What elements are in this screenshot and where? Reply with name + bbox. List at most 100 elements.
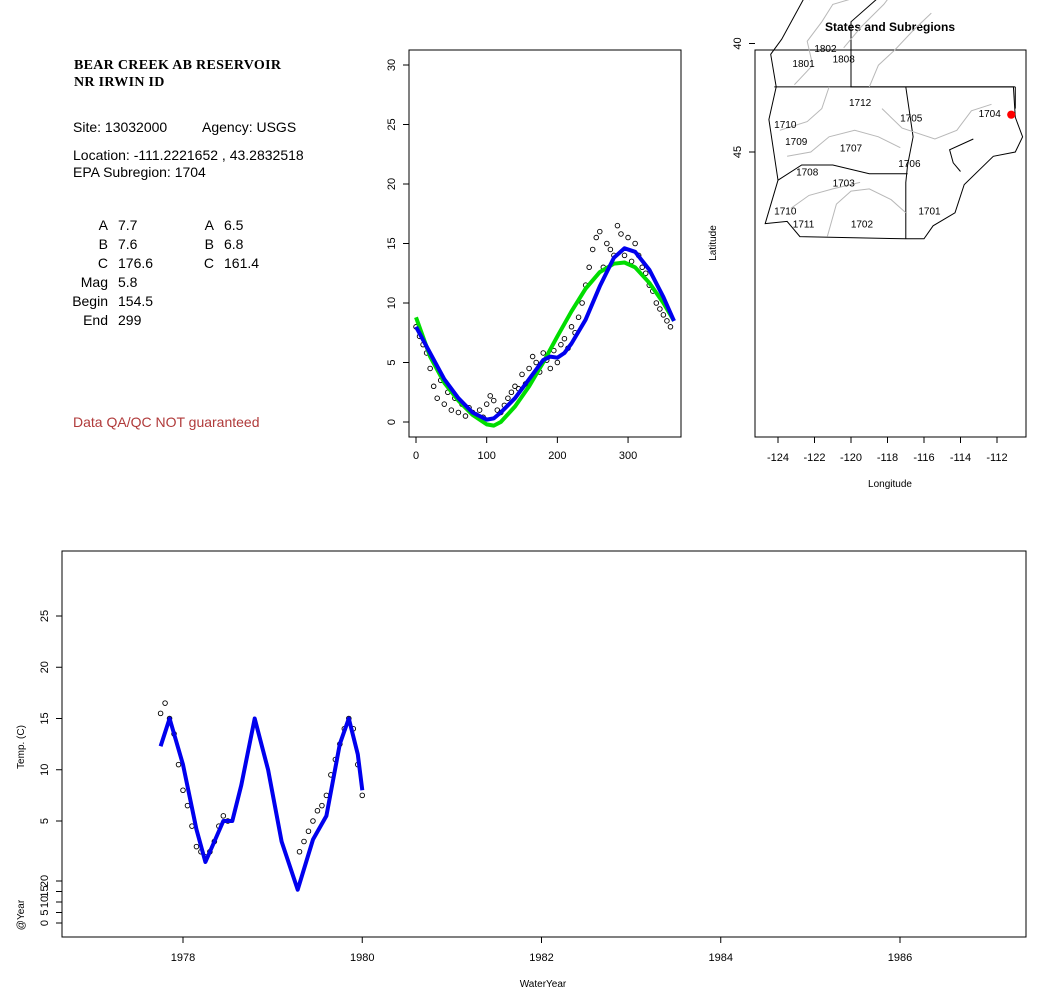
y-tick-label: 25 [386,118,398,130]
param-value: 6.8 [224,236,244,252]
param-value: 161.4 [224,255,260,271]
epa-subregion: EPA Subregion: 1704 [73,164,206,180]
data-point [301,838,307,845]
param-row: Begin 154.5 [64,293,153,312]
data-point [621,252,628,259]
data-point [483,401,490,407]
plot-frame [61,550,1027,938]
region-label: 1708 [796,168,819,179]
x-tick-label: 1984 [709,952,733,964]
data-point [193,843,200,850]
data-point [455,409,462,416]
data-point [505,395,511,401]
data-point [554,359,561,366]
y-tick-label: 25 [39,610,51,622]
region-label: 1703 [833,178,856,189]
param-value: 6.5 [224,217,244,233]
x-tick-label: -112 [986,452,1007,464]
data-point [314,808,321,814]
param-row: Mag 5.8 [64,274,153,293]
y2-tick-label: 5 [39,909,51,915]
data-point [618,231,624,237]
y-tick-label: 45 [732,146,744,158]
subregion-boundary [794,0,850,86]
x-axis-label: Longitude [868,479,912,490]
data-point [593,234,599,241]
data-point [220,813,227,819]
blue-fit-line [414,246,676,422]
x-tick-label: 1982 [529,952,553,964]
x-tick-label: 100 [478,450,496,462]
data-point [462,413,469,419]
x-tick-label: -120 [840,452,862,464]
param-label: C [203,255,214,271]
data-point [604,240,610,247]
data-point [586,264,592,271]
data-point [533,359,539,366]
map-frame [754,49,1027,438]
y-axis-label: Temp. (C) [16,725,27,769]
data-point [427,365,433,372]
y-axis-label: Latitude [708,225,719,261]
param-value: 299 [118,312,142,328]
data-point [448,407,455,413]
region-label: 1710 [774,120,797,131]
data-point [657,306,663,312]
param-row: B 7.6 [64,236,153,255]
data-point [310,818,316,824]
region-label: 1802 [814,44,837,55]
param-row: B 6.8 [186,236,259,255]
y2-tick-label: 20 [39,875,51,887]
x-tick-label: 1978 [171,952,195,964]
param-value: 154.5 [118,293,154,309]
region-label: 1709 [785,137,808,148]
site-name-line1: BEAR CREEK AB RESERVOIR [74,58,282,73]
x-tick-label: -122 [803,452,825,464]
param-label: B [98,236,108,252]
subregion-boundary [881,103,992,140]
x-axis-label: WaterYear [520,979,567,990]
site-id: Site: 13032000 [73,119,168,135]
data-point [547,365,554,372]
y-tick-label: 15 [386,237,398,249]
subregion-boundary [779,86,830,131]
y-tick-label: 5 [39,818,51,824]
region-label: 1711 [793,220,815,231]
y-tick-label: 30 [386,59,398,71]
map-title: States and Subregions [825,20,955,34]
x-tick-label: 1986 [888,952,912,964]
data-point [579,300,585,306]
timeseries-chart: 1978 1980 1982 1984 198651015202505101520Wat… [16,550,1027,990]
qa-note: Data QA/QC NOT guaranteed [73,414,260,430]
region-label: 1801 [792,59,815,70]
param-row: C 176.6 [64,255,153,274]
y-tick-label: 15 [39,712,51,724]
data-point [664,318,670,324]
param-value: 7.6 [118,236,138,252]
param-label: A [98,217,108,233]
x-tick-label: -114 [950,452,971,464]
x-tick-label: -124 [767,452,789,464]
x-tick-label: -116 [913,452,934,464]
data-point [157,710,164,717]
data-point [526,365,532,372]
param-value: 5.8 [118,274,138,290]
y2-tick-label: 0 [39,920,51,926]
site-title: BEAR CREEK AB RESERVOIR NR IRWIN ID [74,57,281,91]
y-tick-label: 0 [386,419,398,425]
x-tick-label: 200 [548,450,566,462]
param-row: C 161.4 [186,255,259,274]
param-row: A 7.7 [64,217,153,236]
data-point [653,300,660,306]
state-boundary [777,164,908,181]
seasonal-chart: 0 100 200 300 0 5 10 15 20 25 30 [386,49,682,462]
plot-frame [408,49,682,438]
data-point [639,264,645,271]
param-row: End 299 [64,312,153,331]
data-point [519,371,525,378]
param-label: A [204,217,214,233]
data-point [632,240,638,247]
state-boundary [905,86,914,239]
data-point [305,828,312,835]
x-tick-label: 300 [619,450,637,462]
